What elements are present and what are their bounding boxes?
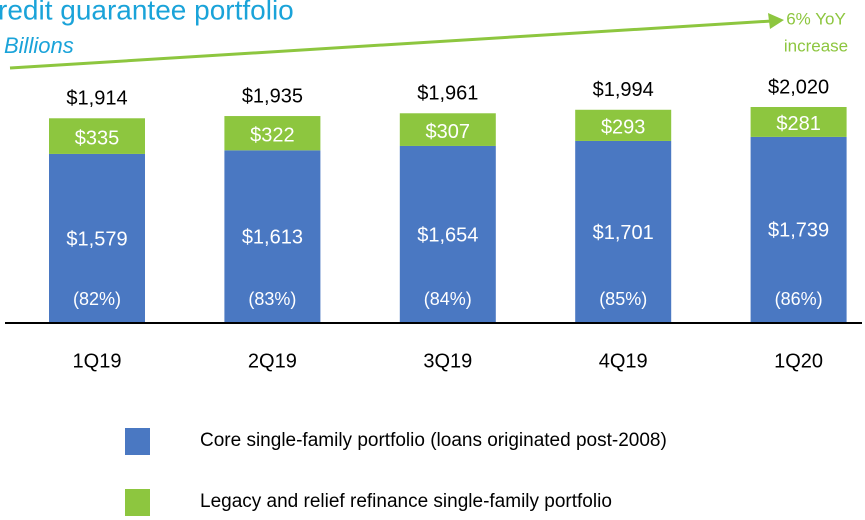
trend-arrow <box>9 19 773 70</box>
annotation: 6% YoY <box>786 9 846 28</box>
value-label: $335 <box>75 127 120 149</box>
bar-segment <box>224 116 321 151</box>
legend-label: Legacy and relief refinance single-famil… <box>200 491 612 512</box>
value-label: $281 <box>776 113 821 135</box>
x-tick-label: 2Q19 <box>248 350 297 372</box>
value-label: $1,613 <box>242 226 303 248</box>
x-tick-label: 1Q19 <box>73 350 122 372</box>
legend-label: Core single-family portfolio (loans orig… <box>200 430 667 451</box>
share-label: (86%) <box>775 289 823 309</box>
bar-segment <box>750 107 847 137</box>
bar-segment <box>750 136 847 322</box>
value-label: $1,579 <box>66 228 127 250</box>
legend-swatch <box>125 428 150 455</box>
value-label: $307 <box>426 121 471 143</box>
total-label: $1,935 <box>242 85 303 107</box>
bar-segment <box>224 150 321 322</box>
value-label: $1,701 <box>593 222 654 244</box>
share-label: (85%) <box>599 289 647 309</box>
bar-segment <box>575 109 672 141</box>
value-label: $1,739 <box>768 220 829 242</box>
bar-segment <box>49 153 145 322</box>
share-label: (82%) <box>73 289 121 309</box>
x-tick-label: 1Q20 <box>774 350 823 372</box>
bar-segment <box>49 118 145 154</box>
total-label: $1,914 <box>66 88 127 110</box>
trend-arrowhead <box>768 13 784 29</box>
chart-title: redit guarantee portfolio <box>0 0 294 25</box>
legend-swatch <box>125 489 150 516</box>
chart-subtitle: Billions <box>4 33 74 58</box>
x-tick-label: 3Q19 <box>423 350 472 372</box>
bar-segment <box>399 113 496 146</box>
x-tick-label: 4Q19 <box>599 350 648 372</box>
value-label: $293 <box>601 117 646 139</box>
share-label: (84%) <box>424 289 472 309</box>
total-label: $1,961 <box>417 83 478 105</box>
share-label: (83%) <box>248 289 296 309</box>
value-label: $1,654 <box>417 224 478 246</box>
total-label: $1,994 <box>593 79 654 101</box>
annotation: increase <box>784 36 848 55</box>
total-label: $2,020 <box>768 76 829 98</box>
bar-segment <box>399 145 496 322</box>
value-label: $322 <box>250 124 295 146</box>
bar-segment <box>575 140 672 322</box>
